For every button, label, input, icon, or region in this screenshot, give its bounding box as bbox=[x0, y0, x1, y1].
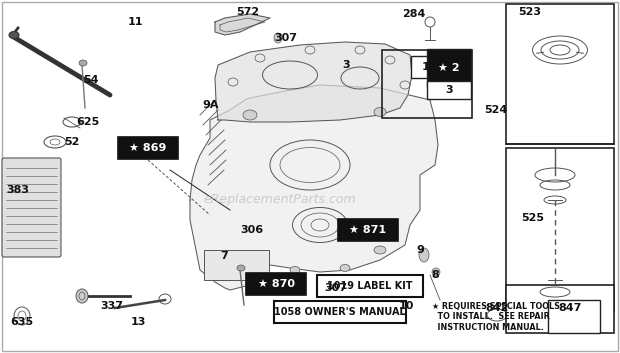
Text: 8: 8 bbox=[431, 270, 439, 280]
Text: 572: 572 bbox=[236, 7, 260, 17]
Bar bbox=[382, 50, 472, 118]
Bar bbox=[274, 301, 406, 323]
Text: 1058 OWNER'S MANUAL: 1058 OWNER'S MANUAL bbox=[274, 307, 406, 317]
Ellipse shape bbox=[254, 251, 266, 259]
Text: 635: 635 bbox=[11, 317, 33, 327]
Ellipse shape bbox=[374, 246, 386, 254]
Text: 284: 284 bbox=[402, 9, 426, 19]
Text: ★ 870: ★ 870 bbox=[257, 279, 294, 289]
Bar bbox=[548, 300, 600, 333]
Text: 13: 13 bbox=[130, 317, 146, 327]
Bar bbox=[411, 56, 441, 78]
Text: 11: 11 bbox=[127, 17, 143, 27]
Text: 306: 306 bbox=[241, 225, 264, 235]
Text: 7: 7 bbox=[220, 251, 228, 261]
Text: 54: 54 bbox=[83, 75, 99, 85]
Bar bbox=[338, 219, 398, 241]
Text: 3: 3 bbox=[342, 60, 350, 70]
Text: 9: 9 bbox=[416, 245, 424, 255]
Text: 1: 1 bbox=[422, 62, 430, 72]
Bar bbox=[506, 148, 614, 312]
FancyBboxPatch shape bbox=[2, 158, 61, 257]
Ellipse shape bbox=[374, 108, 386, 116]
Text: 525: 525 bbox=[521, 213, 544, 223]
Bar bbox=[506, 285, 614, 333]
Ellipse shape bbox=[243, 110, 257, 120]
Ellipse shape bbox=[419, 248, 429, 262]
FancyBboxPatch shape bbox=[204, 250, 269, 280]
Text: ★ 2: ★ 2 bbox=[438, 63, 460, 73]
Ellipse shape bbox=[76, 289, 88, 303]
Text: 52: 52 bbox=[64, 137, 80, 147]
Bar bbox=[246, 273, 306, 295]
Text: eReplacementParts.com: eReplacementParts.com bbox=[204, 193, 356, 207]
Text: 337: 337 bbox=[100, 301, 123, 311]
Ellipse shape bbox=[432, 268, 440, 276]
Text: 523: 523 bbox=[518, 7, 541, 17]
Polygon shape bbox=[190, 85, 438, 290]
Text: 9A: 9A bbox=[203, 100, 219, 110]
Ellipse shape bbox=[79, 60, 87, 66]
Bar bbox=[427, 81, 471, 99]
Text: 1019 LABEL KIT: 1019 LABEL KIT bbox=[327, 281, 413, 291]
Bar bbox=[506, 4, 614, 144]
Ellipse shape bbox=[9, 31, 19, 38]
Text: 625: 625 bbox=[76, 117, 100, 127]
Ellipse shape bbox=[340, 264, 350, 271]
Polygon shape bbox=[215, 42, 412, 122]
Text: 307: 307 bbox=[275, 33, 298, 43]
Text: 842: 842 bbox=[485, 303, 508, 313]
Ellipse shape bbox=[274, 33, 282, 43]
Polygon shape bbox=[215, 14, 270, 35]
Text: ★ 871: ★ 871 bbox=[350, 225, 386, 235]
Text: 307: 307 bbox=[324, 283, 347, 293]
Text: 5: 5 bbox=[244, 283, 252, 293]
Text: 10: 10 bbox=[398, 301, 414, 311]
Text: 3: 3 bbox=[445, 85, 453, 95]
Ellipse shape bbox=[237, 265, 245, 271]
Text: 383: 383 bbox=[6, 185, 30, 195]
Text: ★ 869: ★ 869 bbox=[130, 143, 167, 153]
Text: 847: 847 bbox=[559, 303, 582, 313]
Bar bbox=[317, 275, 423, 297]
Ellipse shape bbox=[290, 267, 300, 274]
Bar bbox=[118, 137, 178, 159]
Bar bbox=[427, 49, 471, 87]
Text: ★ REQUIRES SPECIAL TOOLS
  TO INSTALL.  SEE REPAIR
  INSTRUCTION MANUAL.: ★ REQUIRES SPECIAL TOOLS TO INSTALL. SEE… bbox=[432, 302, 560, 332]
Text: 524: 524 bbox=[484, 105, 508, 115]
